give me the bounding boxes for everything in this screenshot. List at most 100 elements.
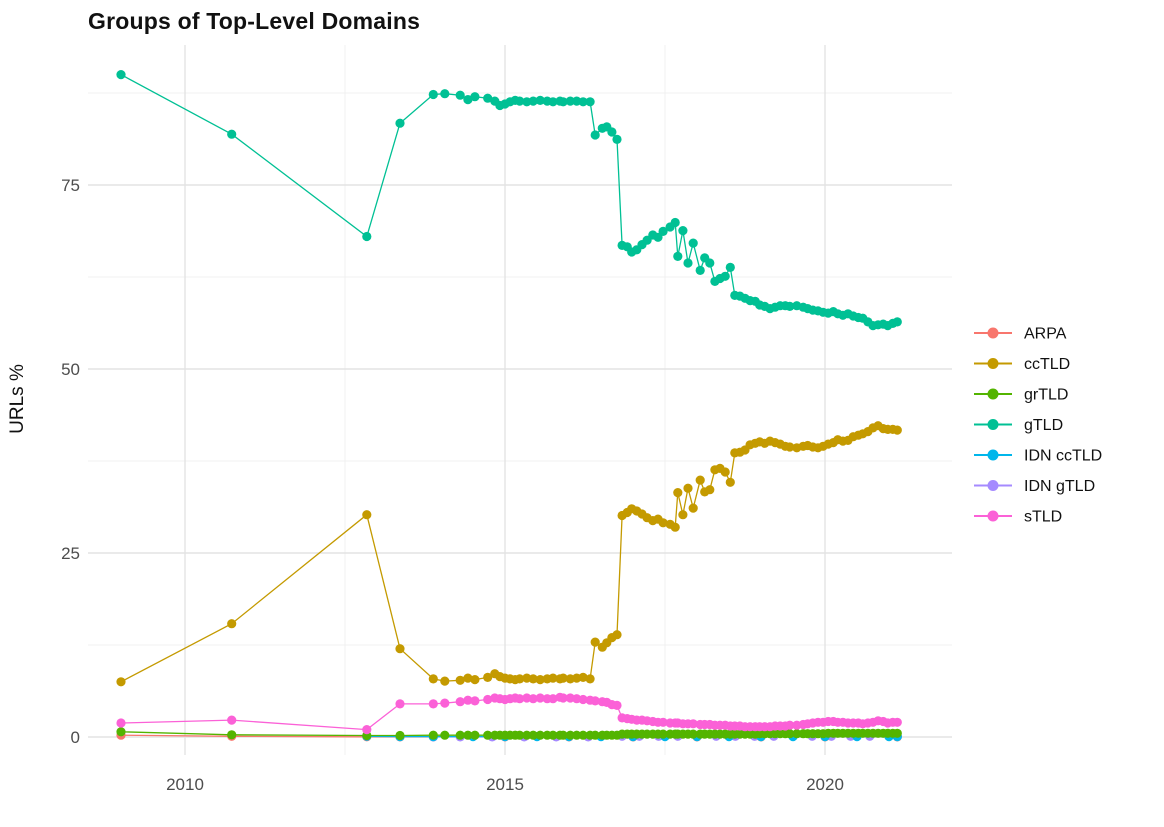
data-point [528,730,538,740]
data-point [116,718,126,728]
data-point [428,730,438,740]
data-point [395,644,405,654]
data-point [785,442,795,452]
data-point [483,93,493,103]
y-tick-label: 75 [61,176,80,195]
legend-key-dot [987,419,999,430]
legend-item-sTLD[interactable]: sTLD [974,509,1062,526]
data-point [688,719,698,729]
data-point [695,265,705,275]
data-point [463,95,473,105]
data-point [535,95,545,105]
data-point [688,238,698,248]
data-point [565,730,575,740]
data-point [725,262,735,272]
data-point [535,675,545,685]
data-point [116,70,126,80]
legend-key-dot [987,388,999,400]
data-point [528,96,538,106]
data-point [362,510,372,520]
data-point [227,730,237,740]
data-point [705,258,715,268]
data-point [395,699,405,709]
data-point [428,674,438,684]
legend-item-ccTLD[interactable]: ccTLD [974,356,1070,373]
data-point [892,317,902,327]
y-tick-label: 25 [61,544,80,563]
data-point [548,673,558,683]
data-point [558,693,568,703]
legend-item-ARPA[interactable]: ARPA [974,326,1067,343]
data-point [440,676,450,686]
data-point [695,475,705,485]
data-point [535,693,545,703]
data-point [362,231,372,242]
data-point [607,127,617,137]
data-point [678,510,688,520]
grid [88,45,952,755]
legend-item-label: gTLD [1024,417,1063,434]
series-sTLD [116,692,902,735]
data-point [785,729,795,739]
data-point [673,251,683,261]
x-tick-label: 2010 [166,775,204,794]
data-point [483,672,493,683]
data-point [463,695,473,705]
legend-item-label: ARPA [1024,326,1067,343]
data-point [227,129,237,139]
series-line [120,424,898,683]
data-point [483,694,493,705]
legend-item-gTLD[interactable]: gTLD [974,417,1063,434]
data-point [590,637,600,647]
data-point [670,522,680,532]
data-point [395,118,405,128]
data-point [470,696,480,706]
data-point [440,730,450,740]
data-point [515,674,525,684]
series-line [120,74,898,327]
data-point [578,730,588,740]
legend-item-IDN-gTLD[interactable]: IDN gTLD [974,478,1095,495]
series-gTLD [116,70,902,331]
data-point [678,226,688,236]
data-point [558,97,568,107]
legend-item-label: IDN ccTLD [1024,448,1102,465]
data-point [395,730,405,741]
chart-title: Groups of Top-Level Domains [88,8,421,34]
data-point [515,694,525,704]
data-point [792,729,802,739]
data-point [116,727,126,737]
data-point [720,467,730,477]
data-point [565,96,575,106]
legend-key-dot [987,480,999,491]
legend-key-dot [987,358,999,369]
data-point [578,672,588,683]
legend-item-IDN-ccTLD[interactable]: IDN ccTLD [974,448,1102,465]
legend-item-label: sTLD [1024,509,1062,526]
data-point [548,730,558,740]
data-point [227,619,237,629]
data-point [585,97,595,107]
legend: ARPA ccTLD grTLD gTLD IDN ccTLD IDN gTLD sTLD [974,326,1102,526]
axis-tick-labels: 0 25 50 75 2010 2015 2020 [61,176,844,794]
data-point [528,674,538,684]
data-point [578,97,588,107]
data-point [705,485,715,495]
series-grTLD [116,727,902,741]
legend-item-label: IDN gTLD [1024,478,1095,495]
data-point [463,730,473,740]
data-point [362,725,372,735]
data-point [470,92,480,102]
data-point [455,675,465,685]
data-point [658,729,668,739]
data-point [116,677,126,687]
data-point [612,700,622,711]
data-point [470,730,480,740]
data-point [515,96,525,106]
data-point [470,675,480,685]
legend-key-dot [987,449,999,461]
data-point [572,730,582,740]
data-point [522,730,532,740]
data-point [720,271,730,281]
legend-item-grTLD[interactable]: grTLD [974,387,1068,404]
